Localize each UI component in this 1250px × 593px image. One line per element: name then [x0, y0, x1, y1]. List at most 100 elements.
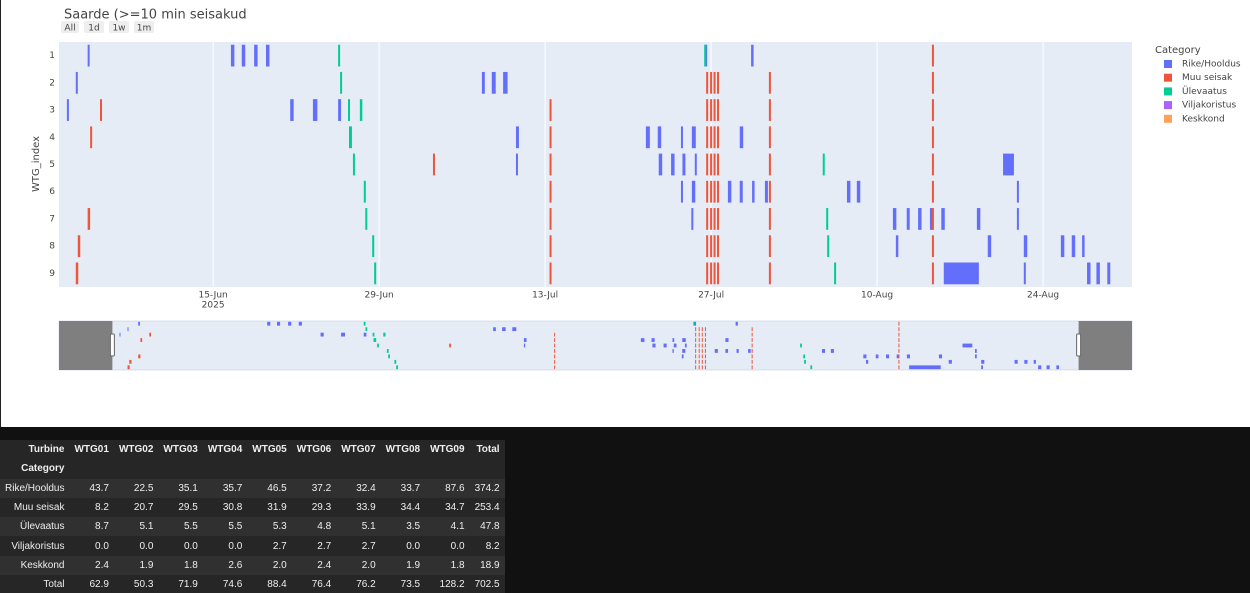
- rangeslider-bar: [373, 338, 377, 342]
- range-button-label[interactable]: 1m: [137, 24, 152, 34]
- table-cell: 1.9: [113, 555, 159, 576]
- rangeslider-bar: [138, 321, 140, 326]
- downtime-bar: [717, 180, 720, 203]
- downtime-bar: [929, 208, 933, 230]
- rangeslider-bar: [701, 365, 703, 370]
- legend-swatch[interactable]: [1164, 101, 1172, 110]
- downtime-bar: [706, 208, 709, 230]
- legend-label[interactable]: Keskkond: [1182, 114, 1225, 124]
- rangeslider-bar: [365, 327, 368, 332]
- range-button[interactable]: [84, 21, 104, 33]
- table-cell: 74.6: [202, 575, 248, 593]
- range-button[interactable]: [109, 21, 129, 33]
- downtime-bar: [710, 180, 713, 203]
- downtime-bar: [987, 235, 992, 258]
- rangeslider-bar: [554, 338, 556, 342]
- rangeslider-bar: [810, 365, 813, 370]
- downtime-bar: [549, 235, 552, 258]
- rangeslider-bar: [962, 343, 973, 348]
- downtime-bar: [717, 71, 720, 94]
- rangeslider-bar: [554, 359, 556, 364]
- legend-swatch[interactable]: [1164, 73, 1172, 82]
- rangeslider-bar: [896, 354, 900, 359]
- table-cell: 34.4: [380, 497, 426, 518]
- table-cell: 2.6: [202, 555, 248, 576]
- downtime-bar: [834, 262, 837, 285]
- downtime-bar: [75, 262, 79, 285]
- downtime-bar: [713, 153, 716, 176]
- downtime-bar: [768, 180, 771, 203]
- rangeslider-bar: [751, 327, 753, 332]
- downtime-bar: [549, 126, 552, 149]
- table-cell: 29.5: [158, 497, 203, 518]
- column-header: Total: [469, 440, 505, 460]
- rangeslider-handle[interactable]: [1076, 333, 1082, 357]
- table-cell: 1.8: [425, 555, 470, 576]
- legend-swatch[interactable]: [1164, 60, 1172, 68]
- downtime-bar: [241, 44, 246, 67]
- legend-swatch[interactable]: [1164, 114, 1172, 123]
- table-cell: 5.5: [202, 517, 248, 537]
- legend-title: Category: [1155, 45, 1201, 56]
- legend-label[interactable]: Rike/Hooldus: [1182, 60, 1241, 70]
- downtime-bar: [491, 71, 496, 94]
- rangeslider-bar: [898, 359, 900, 364]
- header-row: Turbine WTG01 WTG02 WTG03 WTG04 WTG05 WTG06 WTG…: [0, 440, 505, 460]
- rangeslider-handle[interactable]: [109, 333, 115, 357]
- table-row: Total 62.9 50.3 71.9 74.6 88.4 76.4 76.2 73.5 128…: [0, 575, 505, 593]
- legend-label[interactable]: Muu seisak: [1182, 73, 1233, 83]
- rangeslider-bar: [701, 354, 703, 359]
- downtime-bar: [906, 208, 910, 230]
- rangeslider-bar: [704, 354, 706, 359]
- range-button[interactable]: [134, 21, 154, 33]
- rangeslider-bar: [898, 321, 900, 326]
- rangeslider-bar: [735, 321, 738, 326]
- downtime-bar: [77, 235, 81, 258]
- downtime-bar: [826, 208, 829, 230]
- empty-header: [336, 459, 381, 479]
- range-button-label[interactable]: All: [64, 24, 75, 34]
- table-cell: 2.7: [247, 536, 292, 556]
- rangeslider-bar: [704, 349, 706, 353]
- range-button[interactable]: [61, 21, 79, 33]
- table-cell: 3.5: [380, 517, 426, 537]
- empty-header: [380, 459, 426, 479]
- downtime-bar: [87, 208, 91, 230]
- downtime-bar: [691, 180, 696, 203]
- legend-label[interactable]: Viljakoristus: [1182, 101, 1236, 111]
- index-label: Category: [0, 459, 70, 479]
- downtime-bar: [713, 71, 716, 94]
- y-tick-label: 1: [49, 51, 55, 61]
- downtime-bar: [312, 99, 318, 121]
- downtime-bar: [768, 153, 771, 176]
- x-tick-label: 10-Aug: [861, 291, 893, 301]
- table-row: Viljakoristus 0.0 0.0 0.0 0.0 2.7 2.7 2.7 0.0 0.0…: [0, 536, 505, 556]
- rangeslider-bar: [704, 365, 706, 370]
- downtime-bar: [645, 126, 650, 149]
- table-row: Rike/Hooldus 43.7 22.5 35.1 35.7 46.5 37.2 32.4…: [0, 478, 505, 498]
- rangeslider-bar: [981, 359, 985, 364]
- legend-label[interactable]: Ülevaatus: [1182, 86, 1227, 97]
- range-button-label[interactable]: 1w: [112, 24, 125, 34]
- row-label: Ülevaatus: [0, 517, 70, 537]
- column-header: WTG05: [247, 440, 292, 460]
- downtime-bar: [713, 262, 716, 285]
- downtime-bar: [706, 153, 709, 176]
- columns-label: Turbine: [0, 440, 70, 460]
- rangeslider-bar: [554, 343, 556, 348]
- downtime-bar: [717, 126, 720, 149]
- rangeslider-bar: [736, 349, 739, 353]
- table-cell: 35.1: [158, 478, 203, 498]
- downtime-bar: [710, 99, 713, 121]
- rangeslider-bar: [695, 349, 697, 353]
- table-cell: 4.8: [291, 517, 337, 537]
- rangeslider-bar: [938, 354, 943, 359]
- legend-swatch[interactable]: [1164, 87, 1172, 96]
- column-header: WTG09: [425, 440, 470, 460]
- downtime-bar: [365, 208, 368, 230]
- rangeslider-bar: [119, 332, 121, 337]
- table-cell: 46.5: [247, 478, 292, 498]
- downtime-bar: [713, 180, 716, 203]
- downtime-bar: [549, 153, 552, 176]
- range-button-label[interactable]: 1d: [88, 24, 99, 34]
